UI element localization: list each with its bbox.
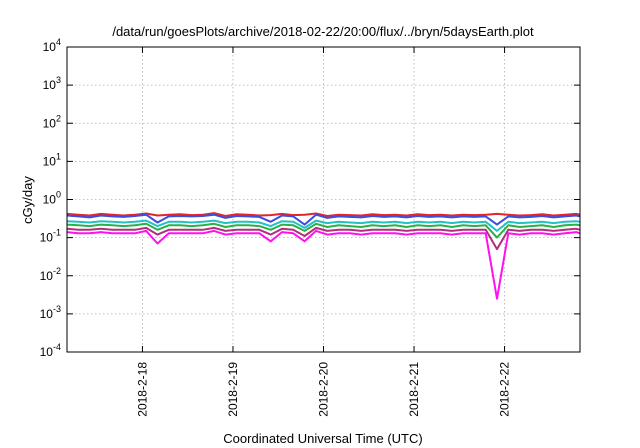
y-tick-label: 101 xyxy=(43,151,61,168)
grid xyxy=(67,47,580,352)
x-tick-label: 2018-2-21 xyxy=(407,362,421,417)
series-line-1 xyxy=(66,212,581,217)
x-tick-label: 2018-2-22 xyxy=(498,362,512,417)
series-line-5 xyxy=(66,226,581,251)
y-tick-label: 10-3 xyxy=(40,304,61,321)
x-axis-label: Coordinated Universal Time (UTC) xyxy=(223,431,422,446)
series-line-4 xyxy=(66,222,581,239)
series-lines xyxy=(66,212,581,300)
series-line-2 xyxy=(66,213,581,226)
y-tick-label: 10-2 xyxy=(40,266,61,283)
y-tick-label: 102 xyxy=(43,113,61,130)
series-line-3 xyxy=(66,219,581,232)
y-tick-label: 10-4 xyxy=(40,342,61,359)
y-tick-label: 10-1 xyxy=(40,228,61,245)
y-axis: 10-4 10-3 10-2 10-1 100 101 102 103 104 xyxy=(40,37,580,359)
x-tick-label: 2018-2-19 xyxy=(226,362,240,417)
y-tick-label: 100 xyxy=(43,190,61,207)
series-line-6 xyxy=(66,229,581,300)
x-axis: 2018-2-18 2018-2-19 2018-2-20 2018-2-21 2018… xyxy=(135,47,512,417)
y-tick-label: 104 xyxy=(43,37,61,54)
y-axis-label: cGy/day xyxy=(20,176,35,224)
x-tick-label: 2018-2-18 xyxy=(135,362,149,417)
y-tick-label: 103 xyxy=(43,75,61,92)
chart-title: /data/run/goesPlots/archive/2018-02-22/2… xyxy=(112,24,534,39)
x-tick-label: 2018-2-20 xyxy=(317,362,331,417)
